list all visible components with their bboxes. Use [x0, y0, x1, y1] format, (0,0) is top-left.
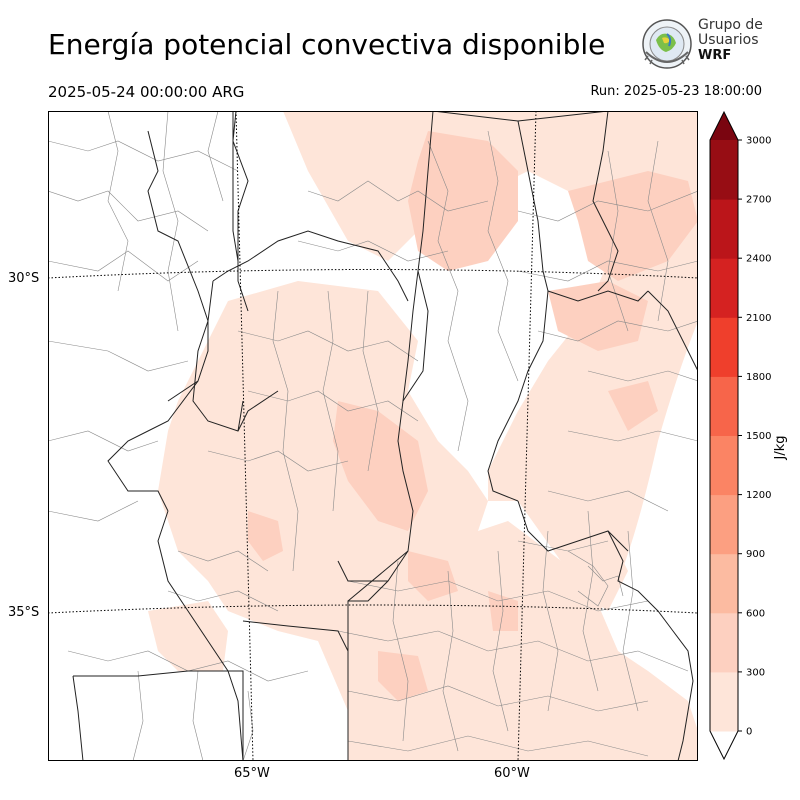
logo-line-3: WRF	[698, 48, 732, 63]
colorbar-tick-label: 2700	[746, 195, 771, 206]
colorbar-tick-label: 2400	[746, 254, 771, 265]
colorbar-band	[710, 494, 738, 555]
logo-line-2: Usuarios	[698, 32, 759, 48]
colorbar-unit-label: J/kg	[773, 436, 788, 461]
colorbar-band	[710, 317, 738, 377]
colorbar: 0 300 600 900 1200 1500 1800 2100 2400 2700 3000 J/…	[709, 110, 788, 761]
coastline	[607, 530, 694, 761]
chart-title: Energía potencial convectiva disponible	[48, 28, 606, 61]
logo-line-1: Grupo de	[698, 17, 763, 33]
department-boundaries	[48, 111, 698, 761]
lat-label-30s: 30°S	[8, 271, 40, 286]
colorbar-tick-label: 900	[746, 549, 765, 560]
province-boundaries	[72, 111, 698, 761]
cape-field-300-600	[248, 131, 698, 701]
lat-label-35s: 35°S	[8, 605, 40, 620]
colorbar-tick-label: 1800	[746, 372, 771, 383]
colorbar-tick-label: 1200	[746, 490, 771, 501]
colorbar-tick-label: 0	[746, 727, 752, 738]
colorbar-band	[710, 435, 738, 496]
colorbar-tick-label: 2100	[746, 313, 771, 324]
colorbar-band	[710, 612, 738, 673]
colorbar-tick-label: 3000	[746, 136, 771, 147]
lon-label-60w: 60°W	[494, 766, 530, 781]
colorbar-band	[710, 376, 738, 436]
colorbar-tick-label: 1500	[746, 431, 771, 442]
colorbar-band	[710, 671, 738, 732]
graticule	[48, 111, 698, 761]
cape-map	[48, 111, 698, 761]
colorbar-band	[710, 199, 738, 259]
valid-time: 2025-05-24 00:00:00 ARG	[48, 83, 245, 101]
cape-field-0-300	[148, 111, 698, 761]
lon-label-65w: 65°W	[234, 766, 270, 781]
wrf-group-logo: Grupo de Usuarios WRF	[638, 16, 768, 72]
colorbar-extend-low	[710, 731, 738, 759]
colorbar-band	[710, 258, 738, 318]
globe-icon	[642, 19, 692, 69]
colorbar-band	[710, 553, 738, 614]
colorbar-extend-high	[710, 112, 738, 140]
colorbar-band	[710, 140, 738, 200]
colorbar-tick-label: 600	[746, 608, 765, 619]
run-time: Run: 2025-05-23 18:00:00	[590, 84, 762, 99]
colorbar-tick-label: 300	[746, 667, 765, 678]
